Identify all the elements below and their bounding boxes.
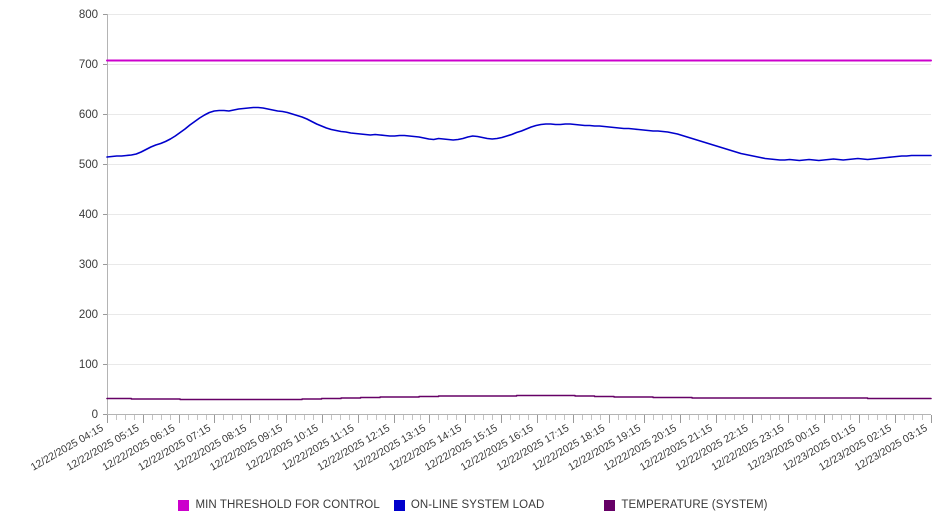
legend-color-swatch (604, 499, 616, 511)
y-tick-label: 600 (79, 109, 98, 121)
chart-plot: 0 100 200 300 400 500 600 700 800 12/22/2025 04:… (29, 9, 932, 473)
series-line (106, 106, 932, 162)
y-tick-label: 100 (79, 359, 98, 371)
y-tick-label: 400 (79, 209, 98, 221)
gridlines (107, 14, 931, 415)
y-tick-label: 500 (79, 159, 98, 171)
y-tick-label: 700 (79, 59, 98, 71)
chart-legend: MIN THRESHOLD FOR CONTROL ON-LINE SYSTEM … (0, 494, 946, 516)
y-axis (103, 14, 108, 418)
data-series (106, 59, 932, 401)
legend-label: ON-LINE SYSTEM LOAD (410, 499, 545, 511)
y-tick-label: 300 (79, 259, 98, 271)
legend-color-swatch (393, 499, 405, 511)
y-tick-label: 200 (79, 309, 98, 321)
legend-item[interactable]: ON-LINE SYSTEM LOAD (393, 499, 545, 511)
legend-label: TEMPERATURE (SYSTEM) (621, 499, 768, 511)
y-tick-label: 0 (92, 409, 98, 421)
legend-color-swatch (178, 499, 190, 511)
legend-label: MIN THRESHOLD FOR CONTROL (195, 499, 380, 511)
y-tick-label: 800 (79, 9, 98, 21)
y-tick-labels: 0 100 200 300 400 500 600 700 800 (79, 9, 98, 421)
x-axis (107, 414, 932, 423)
legend-item[interactable]: TEMPERATURE (SYSTEM) (604, 499, 767, 511)
series-line (106, 394, 932, 401)
legend-item[interactable]: MIN THRESHOLD FOR CONTROL (178, 499, 380, 511)
